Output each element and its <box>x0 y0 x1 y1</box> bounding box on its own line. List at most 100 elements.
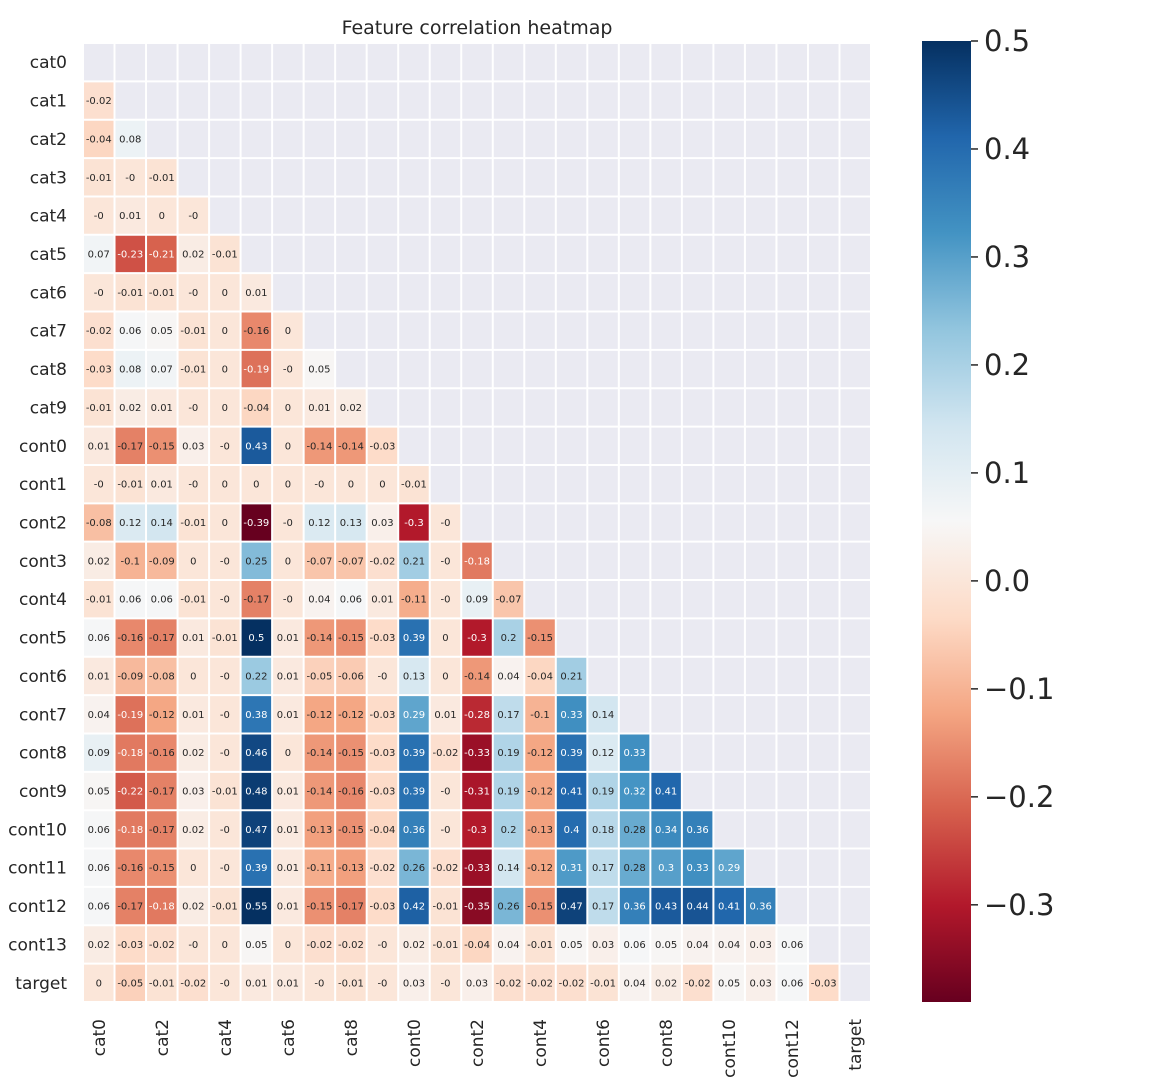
cell-value-label: -0 <box>94 211 104 222</box>
cell-value-label: 0.44 <box>687 902 709 913</box>
cell-value-label: 0.22 <box>245 671 267 682</box>
cell-value-label: -0.01 <box>149 288 175 299</box>
heatmap-cell-cont6-cat3 <box>177 656 210 696</box>
cell-value-label: -0.16 <box>117 863 143 874</box>
cell-value-label: 0.3 <box>658 863 674 874</box>
heatmap-cell-cont4-cat8 <box>335 580 367 619</box>
cell-value-label: -0.19 <box>117 710 143 721</box>
heatmap-cell-cont9-cont3 <box>492 771 525 811</box>
cell-value-label: -0.01 <box>86 173 112 184</box>
x-axis-labels: cat0 cat2 cat4 cat6 cat8 cont0 cont2 cont4 cont6… <box>90 1019 866 1078</box>
cell-value-label: -0.04 <box>370 825 396 836</box>
heatmap-cell-cont13-cat8 <box>335 925 367 964</box>
heatmap-cell-cont12-cat1 <box>114 886 147 926</box>
heatmap-cell-cont5-cat3 <box>177 618 210 657</box>
cell-value-label: 0.04 <box>497 940 519 951</box>
cell-value-label: 0.36 <box>403 825 425 836</box>
heatmap-cell-cont8-cat0 <box>83 733 115 772</box>
heatmap-cell-target-cat7 <box>303 963 336 1002</box>
cell-value-label: 0.31 <box>560 863 582 874</box>
cell-value-label: 0.01 <box>119 211 141 222</box>
cell-value-label: -0.18 <box>149 902 175 913</box>
cell-value-label: -0.01 <box>180 365 206 376</box>
heatmap-cell-cont13-cont6 <box>587 925 619 964</box>
heatmap-cell-target-cont3 <box>492 963 525 1002</box>
heatmap-cell-target-cont2 <box>461 963 493 1002</box>
y-tick-label: cat5 <box>30 245 67 265</box>
cell-value-label: 0 <box>96 978 102 989</box>
cell-value-label: -0 <box>220 441 230 452</box>
heatmap-cell-cat3-cat0 <box>83 158 115 197</box>
y-tick-label: cont12 <box>8 897 67 917</box>
heatmap-cell-cat5-cat1 <box>114 234 147 274</box>
heatmap-cell-cont7-cont4 <box>524 695 556 734</box>
cell-value-label: 0.06 <box>119 326 141 337</box>
cell-value-label: 0.33 <box>560 710 582 721</box>
cell-value-label: -0 <box>283 518 293 529</box>
heatmap-cell-cont2-cat2 <box>146 503 178 542</box>
x-tick-label: cont4 <box>531 1019 551 1067</box>
cell-value-label: -0.14 <box>306 748 332 759</box>
cell-value-label: 0.01 <box>277 710 299 721</box>
heatmap-cell-cont7-cat4 <box>209 695 241 734</box>
cell-value-label: 0.02 <box>119 403 141 414</box>
heatmap-cell-cont4-cat9 <box>366 580 399 619</box>
heatmap-cell-cont5-cat0 <box>83 618 115 657</box>
heatmap-cell-cont13-cont10 <box>713 925 745 964</box>
cell-value-label: -0 <box>188 211 198 222</box>
cell-value-label: -0.13 <box>527 825 553 836</box>
heatmap-cell-cont2-cat0 <box>83 503 115 542</box>
heatmap-cell-cont8-cont7 <box>618 733 651 772</box>
heatmap-cell-cont11-cat9 <box>366 848 399 887</box>
heatmap-cell-cont4-cat4 <box>209 580 241 619</box>
heatmap-cell-cont6-cat4 <box>209 656 241 696</box>
heatmap-cell-cont10-cont6 <box>587 810 619 849</box>
heatmap-cell-target-cont7 <box>618 963 651 1002</box>
cell-value-label: 0.07 <box>151 365 173 376</box>
cell-value-label: 0.09 <box>88 748 110 759</box>
y-tick-label: cat2 <box>30 130 67 150</box>
cell-value-label: 0.12 <box>592 748 614 759</box>
cell-value-label: -0.01 <box>212 787 238 798</box>
cell-value-label: -0.28 <box>464 710 490 721</box>
heatmap-cell-cont10-cat2 <box>146 810 178 849</box>
cell-value-label: -0.01 <box>86 595 112 606</box>
cell-value-label: -0.15 <box>338 748 364 759</box>
heatmap-cell-cont10-cont5 <box>555 810 588 849</box>
cell-value-label: 0.36 <box>687 825 709 836</box>
heatmap-cell-cont5-cont4 <box>524 618 556 657</box>
chart-title: Feature correlation heatmap <box>342 17 613 39</box>
heatmap-cell-cat4-cat3 <box>177 196 210 235</box>
cell-value-label: 0.2 <box>501 825 517 836</box>
heatmap-cell-cont6-cont5 <box>555 656 588 696</box>
cell-value-label: 0.19 <box>592 787 614 798</box>
x-tick-label: cont10 <box>720 1019 740 1078</box>
heatmap-cell-cont7-cat8 <box>335 695 367 734</box>
heatmap-cell-cont1-cat4 <box>209 464 241 504</box>
cell-value-label: -0 <box>440 978 450 989</box>
y-tick-label: cont5 <box>19 629 67 649</box>
heatmap-cell-cont12-cat9 <box>366 886 399 926</box>
colorbar-tick-label: −0.1 <box>984 672 1054 706</box>
heatmap-cell-cat9-cat8 <box>335 388 367 427</box>
cell-value-label: 0.04 <box>623 978 645 989</box>
y-tick-label: cont6 <box>19 667 67 687</box>
cell-value-label: -0.03 <box>86 365 112 376</box>
heatmap-cell-cont6-cat2 <box>146 656 178 696</box>
cell-value-label: 0.13 <box>403 671 425 682</box>
x-tick-label: cat6 <box>279 1019 299 1056</box>
heatmap-cell-cont9-cat0 <box>83 771 115 811</box>
heatmap-cell-cat9-cat0 <box>83 388 115 427</box>
heatmap-cell-cont7-cat2 <box>146 695 178 734</box>
heatmap-cell-cat5-cat3 <box>177 234 210 274</box>
heatmap-cell-cont0-cat1 <box>114 426 147 465</box>
heatmap-cell-target-cont10 <box>713 963 745 1002</box>
heatmap-cell-cont3-cat6 <box>272 541 304 581</box>
heatmap-cell-cont2-cat3 <box>177 503 210 542</box>
cell-value-label: 0.05 <box>560 940 582 951</box>
heatmap-cell-cont7-cat1 <box>114 695 147 734</box>
colorbar-tick-label: 0.1 <box>984 456 1030 490</box>
y-tick-label: cat6 <box>30 283 67 303</box>
heatmap-cell-cont13-cat6 <box>272 925 304 964</box>
cell-value-label: 0.21 <box>560 671 582 682</box>
